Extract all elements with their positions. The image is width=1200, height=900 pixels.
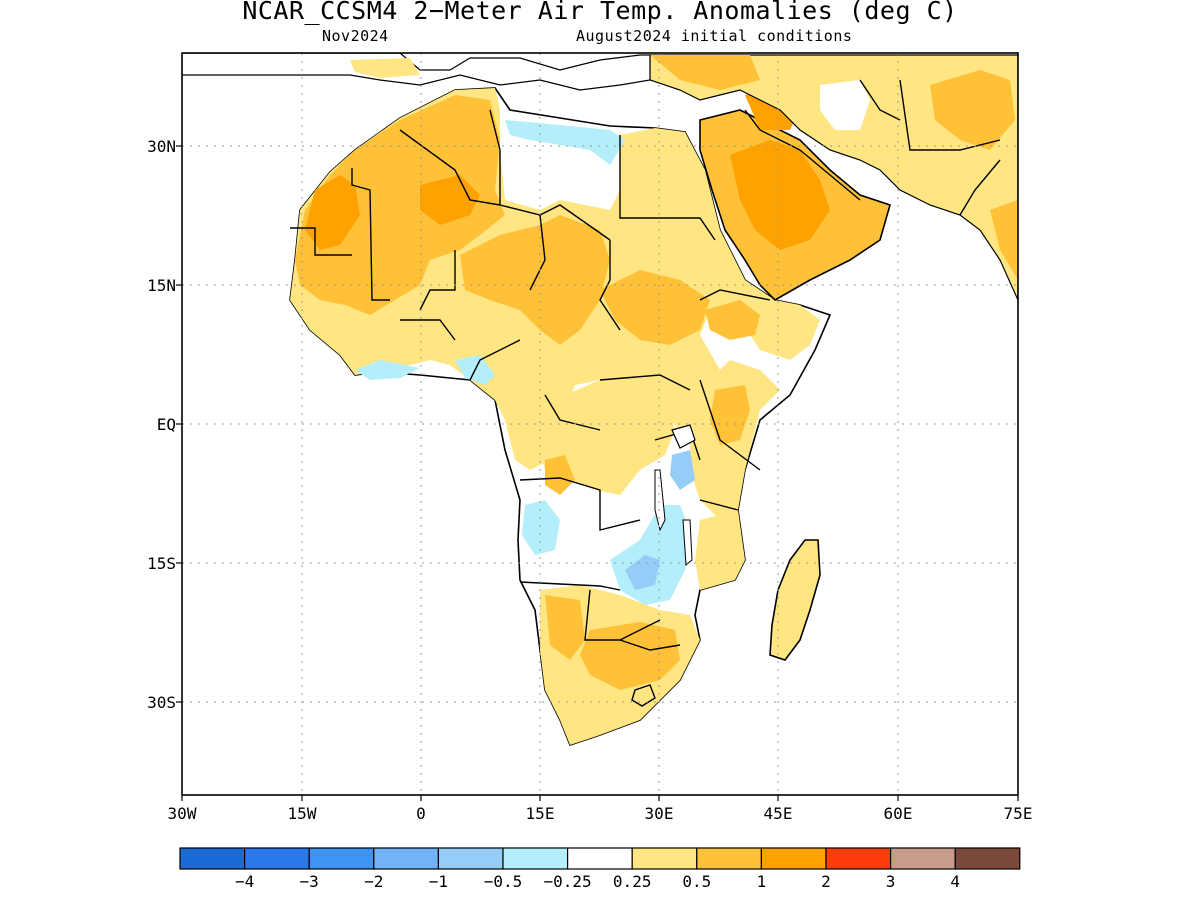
anomaly-1-horn [705,300,760,340]
madagascar [769,539,821,661]
colorbar-swatch [825,847,892,870]
plot-frame [181,52,1019,796]
initial-conditions: August2024 initial conditions [576,27,853,45]
anomaly-1-iran-east [930,70,1015,150]
anomaly-neg-zambia-core [625,555,660,590]
anomaly-1-namibia [545,595,585,660]
colorbar-swatch [954,847,1021,870]
anomaly-2-algeria [420,175,480,225]
lon-label-75e: 75E [1003,804,1033,823]
country-borders [290,79,1001,651]
anomaly-neg-angola [522,500,560,555]
lat-label-eq: EQ [156,415,176,434]
anomaly-1-east-sahel [600,270,710,345]
lon-label-30w: 30W [167,804,197,823]
grid-lines [182,53,1018,795]
map-title: NCAR_CCSM4 2−Meter Air Temp. Anomalies (… [242,0,958,25]
anomaly-neg-ghana [355,360,420,380]
colorbar-swatch [631,847,698,870]
colorbar-label: 0.5 [682,872,712,891]
anomaly-neg-uganda [670,450,695,490]
lon-label-15w: 15W [287,804,317,823]
colorbar-swatch [244,847,310,870]
colorbar-label: −1 [428,872,449,891]
middle-east-land [649,54,1018,301]
anomaly-neg-libya-egypt [505,120,625,165]
colorbar-swatch [566,847,633,870]
colorbar-label: −3 [299,872,319,891]
colorbar-label: −2 [364,872,384,891]
colorbar-label: 3 [885,872,896,891]
lon-label-30e: 30E [644,804,674,823]
anomaly-0.25-central [540,380,675,495]
lake-victoria [671,424,696,449]
colorbar-label: 4 [950,872,960,891]
anomaly-1-turkey [650,55,760,90]
anomaly-shading [182,53,1018,746]
forecast-month: Nov2024 [322,27,389,45]
colorbar-swatch [179,847,246,870]
lat-label-15s: 15S [147,554,176,573]
anomaly-2-mauritania [305,175,360,250]
lat-label-15n: 15N [147,276,176,295]
anomaly-1-congo [545,455,575,495]
lesotho [631,684,656,707]
colorbar-swatch [373,847,439,870]
colorbar-label: −0.25 [543,872,592,891]
lon-label-15e: 15E [525,804,555,823]
colorbar-swatch [889,847,956,870]
anomaly-0.25-east [695,510,745,590]
colorbar [179,847,1021,870]
colorbar-label: −0.5 [483,872,523,891]
anomaly-1-kenya [710,385,750,445]
lat-label-30n: 30N [147,137,176,156]
lon-label-60e: 60E [883,804,913,823]
colorbar-swatch [696,847,762,870]
colorbar-swatch [437,847,504,870]
colorbar-label: −4 [234,872,255,891]
lake-malawi [682,519,693,567]
lon-label-0: 0 [416,804,426,823]
axis-ticks [176,145,1019,801]
anomaly-neg-caspian [820,80,870,130]
lat-label-30s: 30S [147,693,176,712]
anomaly-0.25-iberia [350,58,420,78]
colorbar-label: 0.25 [612,872,652,891]
anomaly-2-arabia [730,140,830,250]
colorbar-swatch [502,847,569,870]
anomaly-1-india-edge [990,200,1018,280]
anomaly-1-west-sahara [295,95,505,315]
colorbar-swatch [760,847,827,870]
colorbar-label: 1 [756,872,767,891]
anomaly-1-southern-africa [580,622,680,690]
lon-label-45e: 45E [763,804,793,823]
colorbar-swatch [308,847,375,870]
colorbar-label: 2 [821,872,831,891]
